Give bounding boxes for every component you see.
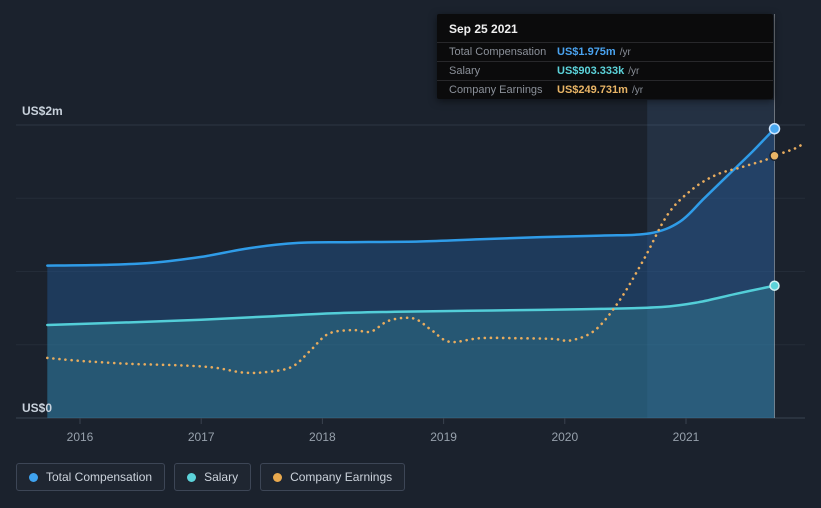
tooltip-date: Sep 25 2021 — [449, 22, 518, 36]
legend-item-total-compensation[interactable]: Total Compensation — [16, 463, 166, 491]
tooltip-rows: Total Compensation US$1.975m/yr Salary US$9… — [437, 42, 773, 99]
legend-dot-icon — [187, 472, 197, 482]
tooltip-row-value: US$1.975m — [557, 46, 616, 58]
total-compensation-area — [47, 128, 775, 418]
salary-marker — [769, 280, 780, 291]
legend-dot-icon — [273, 472, 283, 482]
legend-item-company-earnings[interactable]: Company Earnings — [260, 463, 406, 491]
chart-plot-area[interactable] — [0, 0, 821, 455]
tooltip-row: Company Earnings US$249.731m/yr — [437, 80, 773, 99]
company-earnings-line — [46, 141, 807, 375]
tooltip-row: Salary US$903.333k/yr — [437, 61, 773, 80]
legend-label: Company Earnings — [290, 470, 393, 484]
tooltip-row-suffix: /yr — [628, 65, 640, 77]
salary-line — [46, 284, 776, 327]
tooltip-row-suffix: /yr — [619, 46, 631, 58]
chart-tooltip: Sep 25 2021 Total Compensation US$1.975m /… — [437, 14, 773, 99]
company-earnings-marker — [769, 150, 780, 162]
chart-legend: Total Compensation Salary Company Earnings — [16, 463, 406, 491]
tooltip-row-label: Salary — [449, 65, 481, 77]
legend-item-salary[interactable]: Salary — [174, 463, 252, 491]
tooltip-row-value: US$249.731m — [557, 84, 628, 96]
x-axis-year: 2021 — [672, 430, 700, 444]
x-axis-labels: 2016 2017 2018 2019 2020 2021 — [0, 430, 821, 448]
x-axis-year: 2018 — [309, 430, 336, 444]
legend-dot-icon — [29, 472, 38, 482]
tooltip-row: Total Compensation US$1.975m/yr — [437, 42, 773, 61]
tooltip-row-suffix: /yr — [631, 84, 644, 96]
x-axis-year: 2019 — [430, 430, 457, 444]
x-axis-year: 2020 — [551, 430, 579, 444]
x-axis-year: 2017 — [187, 430, 215, 444]
total-compensation-line — [46, 127, 776, 267]
x-axis-year: 2016 — [66, 430, 94, 444]
legend-label: Salary — [204, 470, 239, 484]
tooltip-row-label: Company Earnings — [449, 84, 543, 96]
legend-label: Total Compensation — [46, 470, 153, 484]
tooltip-row-value: US$903.333k — [557, 65, 625, 77]
y-axis-label-bottom: US$0 — [22, 401, 53, 415]
y-axis-label-top: US$2m — [22, 104, 63, 118]
tooltip-row-label: Total Compensation — [449, 46, 547, 58]
total-compensation-marker — [768, 122, 781, 135]
